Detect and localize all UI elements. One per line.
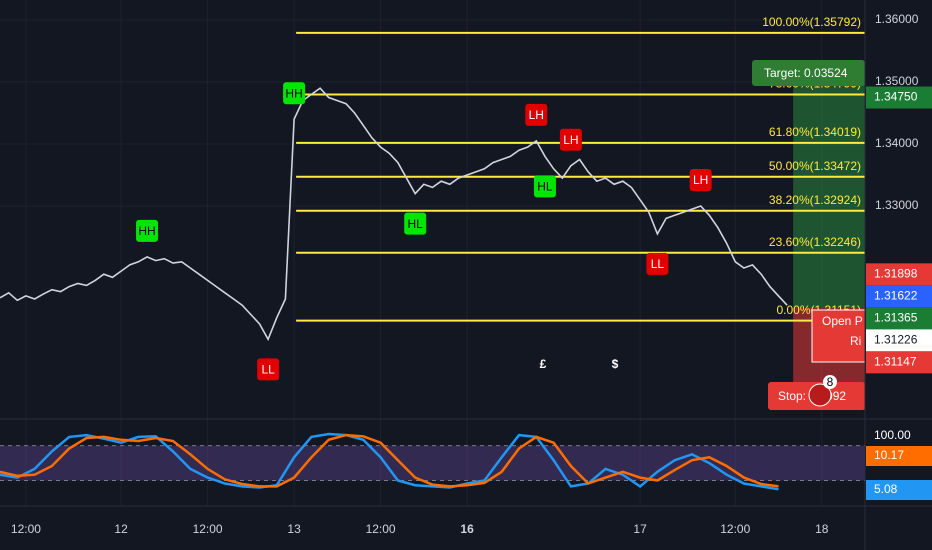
stoch-tag-label: 5.08 <box>874 482 898 496</box>
fib-label: 100.00%(1.35792) <box>762 15 861 29</box>
price-tag <box>866 351 932 374</box>
stoch-tag-label: 100.00 <box>874 428 911 442</box>
pivot-label: LH <box>563 133 578 147</box>
x-tick-label: 12:00 <box>193 522 223 536</box>
pivot-badge <box>525 103 548 126</box>
price-tag-label: 1.31226 <box>874 333 918 347</box>
stochastic-pane <box>0 432 865 491</box>
stoch-band <box>0 445 865 481</box>
target-zone <box>793 82 865 308</box>
x-tick-label: 17 <box>633 522 647 536</box>
price-tag <box>866 86 932 109</box>
fib-label: 50.00%(1.33472) <box>769 159 861 173</box>
price-tag-label: 1.31622 <box>874 289 918 303</box>
pivot-label: HH <box>285 86 302 100</box>
stoch-tag <box>866 480 932 500</box>
pivot-label: LL <box>651 257 665 271</box>
x-tick-label: 12:00 <box>366 522 396 536</box>
stoch-tag <box>866 426 932 446</box>
price-tag <box>866 329 932 352</box>
pivot-label: HH <box>138 224 155 238</box>
x-tick-label: 12:00 <box>11 522 41 536</box>
price-tag-label: 1.31147 <box>874 355 917 369</box>
pivot-badge <box>646 252 669 275</box>
y-tick-label: 1.33000 <box>875 198 919 212</box>
badge <box>823 375 837 389</box>
open-text: Open P <box>822 314 863 328</box>
y-tick-label: 1.36000 <box>875 12 919 26</box>
stoch-tag <box>866 446 932 466</box>
price-tag-label: 1.34750 <box>874 90 918 104</box>
fib-label: 61.80%(1.34019) <box>769 125 861 139</box>
pivot-badge <box>533 175 556 198</box>
pivot-badge <box>404 212 427 235</box>
pivot-label: LH <box>529 108 544 122</box>
x-tick-label: 12:00 <box>720 522 750 536</box>
pivot-label: HL <box>537 180 553 194</box>
pivot-badge <box>559 128 582 151</box>
pivot-badge <box>136 219 159 242</box>
open-box <box>811 309 866 363</box>
x-tick-label: 13 <box>287 522 301 536</box>
pivot-badge <box>283 82 306 105</box>
main-pane: 100.00%(1.35792)78.60%(1.34799)61.80%(1.… <box>0 15 866 410</box>
badge-text: 8 <box>827 375 834 389</box>
price-tag-label: 1.31365 <box>874 311 918 325</box>
pivot-badge <box>689 169 712 192</box>
y-tick-label: 1.35000 <box>875 74 919 88</box>
watermark: $ <box>612 357 619 371</box>
pivot-label: LH <box>693 173 708 187</box>
pivot-badge <box>257 358 280 381</box>
fib-label: 23.60%(1.32246) <box>769 235 861 249</box>
price-tag <box>866 263 932 286</box>
x-tick-label: 12 <box>114 522 128 536</box>
price-line <box>0 87 788 342</box>
x-tick-label: 16 <box>460 522 474 536</box>
pivot-label: LL <box>261 362 275 376</box>
stoch-tag-label: 10.17 <box>874 448 904 462</box>
stoch-line <box>0 433 779 488</box>
price-tag <box>866 307 932 330</box>
pivot-label: HL <box>408 217 424 231</box>
flag-icon <box>808 383 832 407</box>
price-tag-label: 1.31898 <box>874 267 918 281</box>
risk-text: Ri <box>850 334 861 348</box>
target-box <box>752 60 865 86</box>
x-tick-label: 18 <box>815 522 829 536</box>
axes: 1.36000 1.35000 1.34000 1.33000 12:00 12 12:00… <box>11 12 932 536</box>
watermark: £ <box>540 357 547 371</box>
fib-label: 38.20%(1.32924) <box>769 193 861 207</box>
target-text: Target: 0.03524 <box>764 66 848 80</box>
y-tick-label: 1.34000 <box>875 136 919 150</box>
price-tag <box>866 285 932 308</box>
